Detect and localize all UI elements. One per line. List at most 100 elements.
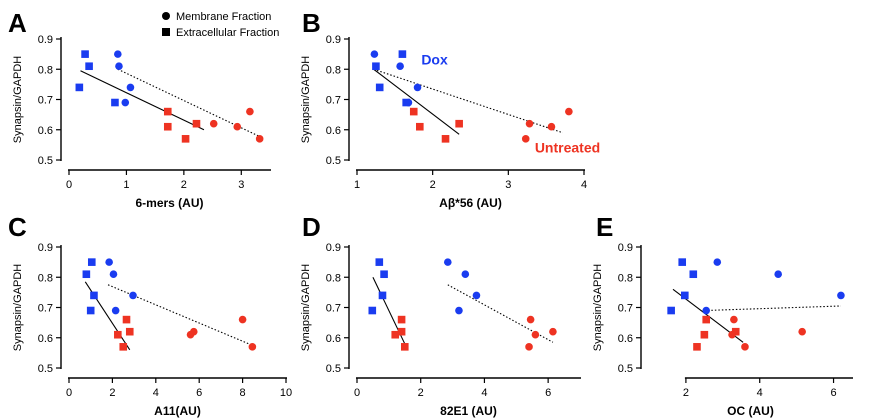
point-circle-blue (129, 291, 137, 300)
point-square-blue (81, 50, 89, 58)
panel-d: D 0.5 0.6 0.7 0.8 0.9 0 2 4 6 82E1 (AU) Synapsin/G… (300, 212, 581, 418)
y-tick-label: 0.6 (38, 333, 53, 345)
point-circle-blue (111, 306, 120, 315)
point-square-red (125, 327, 134, 336)
point-circle-red (547, 122, 556, 131)
x-axis-label: A11(AU) (154, 404, 201, 418)
point-circle-blue (774, 270, 782, 279)
point-square-red (391, 330, 400, 339)
legend-membrane-label: Membrane Fraction (176, 11, 271, 23)
y-tick-label: 0.9 (618, 242, 633, 254)
y-tick-label: 0.6 (618, 333, 633, 345)
x-axis-label: 82E1 (AU) (440, 404, 497, 418)
point-circle-red (728, 330, 736, 339)
point-circle-blue (114, 50, 122, 58)
x-tick-label: 1 (354, 179, 360, 191)
fit-line-solid (80, 70, 205, 131)
x-tick-label: 2 (418, 387, 424, 399)
point-square-blue (398, 50, 407, 58)
point-circle-blue (461, 270, 470, 279)
point-square-blue (75, 83, 84, 92)
point-circle-red (798, 327, 806, 336)
x-tick-label: 2 (181, 179, 187, 191)
panel-label-c: C (8, 212, 27, 242)
point-circle-red (525, 119, 534, 128)
panel-b: B 0.5 0.6 0.7 0.8 0.9 1 2 3 4 Aβ*56 (AU) Synapsin/… (300, 8, 600, 210)
point-circle-red (549, 327, 557, 336)
point-square-red (181, 135, 190, 143)
point-circle-red (741, 343, 749, 351)
fit-line-solid (373, 68, 460, 135)
panel-label-e: E (596, 212, 613, 242)
panel-e: E 0.5 0.6 0.7 0.8 0.9 2 4 6 OC (AU) Synapsin/GAPD… (592, 212, 853, 418)
point-circle-blue (105, 258, 113, 266)
point-circle-blue (472, 291, 481, 300)
y-tick-label: 0.8 (38, 272, 53, 284)
y-tick-label: 0.5 (38, 155, 53, 167)
point-square-blue (85, 62, 93, 71)
point-square-blue (87, 258, 96, 266)
point-square-blue (689, 270, 698, 279)
point-circle-blue (837, 291, 845, 300)
x-axis-label: OC (AU) (727, 404, 774, 418)
panel-a: A Membrane Fraction Extracellular Fracti… (8, 8, 279, 210)
x-tick-label: 4 (757, 387, 763, 399)
y-tick-label: 0.7 (326, 303, 341, 315)
point-circle-red (565, 107, 573, 116)
point-circle-blue (404, 98, 413, 107)
point-circle-blue (126, 83, 135, 92)
y-tick-label: 0.7 (38, 303, 53, 315)
point-circle-red (186, 330, 195, 339)
y-tick-label: 0.5 (38, 363, 53, 375)
y-tick-label: 0.5 (618, 363, 633, 375)
x-axis-label: Aβ*56 (AU) (439, 196, 502, 210)
y-tick-label: 0.7 (38, 95, 53, 107)
point-circle-red (246, 107, 254, 116)
point-square-blue (380, 270, 388, 279)
point-circle-blue (121, 98, 130, 107)
point-square-red (409, 107, 418, 116)
x-tick-label: 3 (238, 179, 244, 191)
x-tick-label: 2 (109, 387, 115, 399)
legend-circle-marker (162, 12, 170, 20)
point-square-red (114, 330, 122, 339)
point-square-red (702, 315, 711, 324)
x-tick-label: 4 (581, 179, 587, 191)
y-tick-label: 0.7 (618, 303, 633, 315)
point-square-red (416, 122, 424, 131)
legend: Membrane Fraction Extracellular Fraction (162, 11, 279, 39)
y-tick-label: 0.6 (326, 333, 341, 345)
y-tick-label: 0.9 (326, 242, 341, 254)
x-axis-label: 6-mers (AU) (135, 196, 203, 210)
point-square-blue (111, 98, 119, 107)
fit-line-dotted (704, 305, 841, 312)
point-circle-red (255, 135, 264, 143)
legend-square-marker (162, 28, 170, 36)
point-square-red (441, 135, 450, 143)
point-square-red (693, 343, 701, 351)
y-axis-label: Synapsin/GAPDH (300, 56, 312, 143)
point-circle-red (233, 122, 242, 131)
y-axis-label: Synapsin/GAPDH (592, 264, 604, 351)
y-tick-label: 0.5 (326, 155, 341, 167)
point-square-blue (368, 306, 377, 315)
point-square-red (122, 315, 131, 324)
y-tick-label: 0.9 (38, 242, 53, 254)
point-circle-blue (702, 306, 711, 315)
panel-c: C 0.5 0.6 0.7 0.8 0.9 0 2 4 6 8 10 A11(AU) Synapsin/… (8, 212, 292, 418)
x-tick-label: 1 (123, 179, 129, 191)
point-square-blue (372, 62, 380, 71)
point-square-red (119, 343, 128, 351)
y-tick-label: 0.8 (326, 64, 341, 76)
point-circle-red (521, 135, 530, 143)
point-circle-red (525, 343, 533, 351)
point-circle-red (526, 315, 535, 324)
point-square-blue (86, 306, 95, 315)
fit-line-dotted (107, 284, 253, 346)
x-tick-label: 6 (830, 387, 836, 399)
y-tick-label: 0.9 (326, 34, 341, 46)
point-square-red (163, 122, 172, 131)
point-circle-red (730, 315, 738, 324)
point-circle-blue (115, 62, 123, 71)
